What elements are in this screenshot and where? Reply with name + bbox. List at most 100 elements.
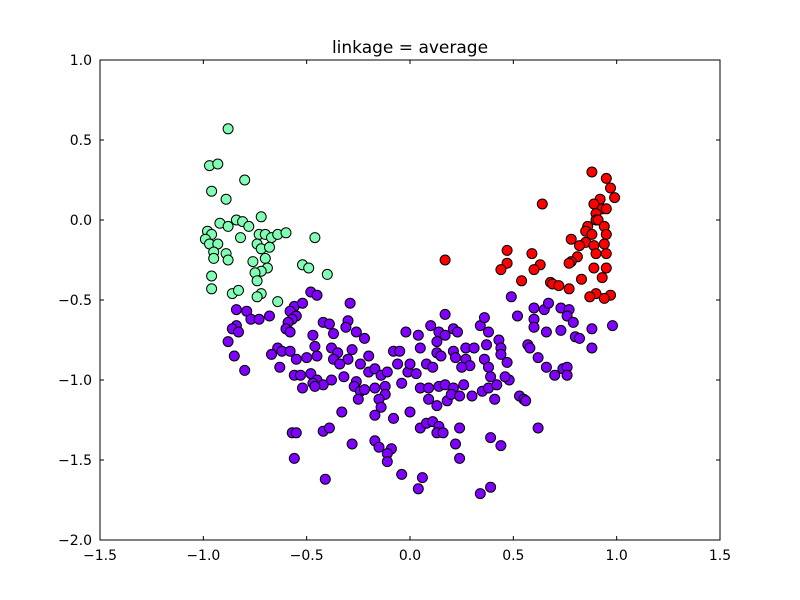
data-point-s2-44 xyxy=(239,364,251,376)
data-point-s2-126 xyxy=(412,483,424,495)
data-point-s2-37 xyxy=(274,361,286,373)
data-point-s0-46 xyxy=(272,296,284,308)
data-point-s2-175 xyxy=(586,342,598,354)
data-point-s0-8 xyxy=(222,220,234,232)
data-point-s2-19 xyxy=(284,326,296,338)
data-point-s1-45 xyxy=(596,272,608,284)
data-point-s2-186 xyxy=(392,358,404,370)
x-tick-label-5: 1.0 xyxy=(606,548,628,564)
data-point-s2-69 xyxy=(369,382,381,394)
data-point-s2-21 xyxy=(323,318,335,330)
data-point-s2-187 xyxy=(404,358,416,370)
data-point-s0-32 xyxy=(259,252,271,264)
data-point-s2-81 xyxy=(336,406,348,418)
data-point-s2-164 xyxy=(543,297,554,309)
data-point-s2-108 xyxy=(373,441,385,453)
data-point-s2-88 xyxy=(423,393,435,405)
data-point-s2-141 xyxy=(450,352,461,364)
data-point-s2-121 xyxy=(495,440,507,452)
data-point-s0-41 xyxy=(206,283,218,295)
data-point-s0-31 xyxy=(247,256,259,268)
data-point-s2-161 xyxy=(528,302,540,314)
data-point-s2-119 xyxy=(454,422,466,434)
data-point-s1-0 xyxy=(586,166,598,178)
data-point-s2-46 xyxy=(295,369,306,381)
data-point-s1-43 xyxy=(584,291,596,303)
data-point-s2-68 xyxy=(359,384,370,396)
data-point-s2-96 xyxy=(489,393,501,405)
data-point-s2-111 xyxy=(381,456,393,468)
data-point-s0-39 xyxy=(206,270,218,282)
data-point-s2-148 xyxy=(483,326,494,338)
data-point-s2-123 xyxy=(288,452,300,464)
data-point-s1-1 xyxy=(600,172,612,184)
data-point-s2-149 xyxy=(481,339,492,351)
data-point-s1-27 xyxy=(439,254,451,266)
data-point-s2-105 xyxy=(323,422,335,434)
data-point-s2-183 xyxy=(561,369,573,381)
data-point-s2-92 xyxy=(454,390,466,402)
data-point-s2-11 xyxy=(253,313,265,325)
data-point-s2-170 xyxy=(540,326,552,338)
data-point-s1-20 xyxy=(574,240,585,252)
data-point-s2-101 xyxy=(520,395,532,407)
data-point-s0-11 xyxy=(243,220,255,232)
data-point-s2-158 xyxy=(505,291,517,303)
data-point-s2-15 xyxy=(233,326,244,338)
data-point-s1-35 xyxy=(600,262,612,274)
y-tick-label-3: −0.5 xyxy=(58,293,92,309)
data-point-s2-80 xyxy=(458,379,470,391)
data-point-s2-52 xyxy=(338,371,350,383)
points-layer xyxy=(199,123,621,500)
data-point-s0-40 xyxy=(251,275,263,287)
data-point-s2-27 xyxy=(359,332,370,344)
data-point-s1-15 xyxy=(586,228,598,240)
data-point-s1-36 xyxy=(516,275,528,287)
data-point-s2-89 xyxy=(431,400,443,412)
data-point-s2-36 xyxy=(228,350,240,362)
data-point-s1-40 xyxy=(576,273,587,285)
data-point-s2-124 xyxy=(396,468,408,480)
data-point-s2-185 xyxy=(354,358,366,370)
data-point-s0-15 xyxy=(235,232,246,244)
data-point-s2-39 xyxy=(301,352,313,364)
y-tick-label-4: 0.0 xyxy=(70,213,92,229)
x-tick-label-2: −0.5 xyxy=(290,548,324,564)
data-point-s2-157 xyxy=(499,371,511,383)
x-tick-label-3: 0.0 xyxy=(399,548,421,564)
data-point-s2-147 xyxy=(478,312,490,324)
data-point-s0-30 xyxy=(222,254,234,266)
data-point-s2-24 xyxy=(307,329,319,341)
data-point-s2-32 xyxy=(309,340,321,352)
y-tick-label-1: −1.5 xyxy=(58,453,92,469)
data-point-s2-127 xyxy=(454,452,466,464)
data-point-s2-74 xyxy=(410,368,422,380)
data-point-s2-120 xyxy=(485,432,497,444)
data-point-s2-137 xyxy=(431,336,443,348)
data-point-s2-26 xyxy=(350,326,362,338)
data-point-s2-174 xyxy=(586,323,598,335)
data-point-s2-51 xyxy=(326,374,337,386)
data-point-s1-22 xyxy=(501,244,513,256)
data-point-s2-169 xyxy=(528,321,540,333)
ticks-layer: −1.5 −1.0 −0.5 0.0 0.5 1.0 1.5−2.0−1.5−1.0−0.5… xyxy=(58,53,731,564)
data-point-s2-178 xyxy=(532,352,544,364)
data-point-s2-12 xyxy=(264,310,275,322)
data-point-s2-93 xyxy=(466,390,478,402)
data-point-s2-133 xyxy=(439,308,451,320)
data-point-s2-4 xyxy=(344,297,356,309)
data-point-s2-30 xyxy=(284,345,296,357)
data-point-s1-34 xyxy=(588,262,600,274)
data-point-s2-3 xyxy=(297,297,308,309)
data-point-s2-97 xyxy=(491,379,503,391)
data-point-s1-25 xyxy=(600,248,612,260)
data-point-s1-44 xyxy=(598,292,610,304)
data-point-s2-35 xyxy=(346,344,358,356)
data-point-s2-40 xyxy=(311,350,323,362)
data-point-s2-168 xyxy=(567,316,579,328)
data-point-s0-5 xyxy=(220,193,232,205)
data-point-s2-173 xyxy=(574,332,585,344)
data-point-s0-2 xyxy=(212,158,224,170)
data-point-s2-85 xyxy=(369,409,381,421)
